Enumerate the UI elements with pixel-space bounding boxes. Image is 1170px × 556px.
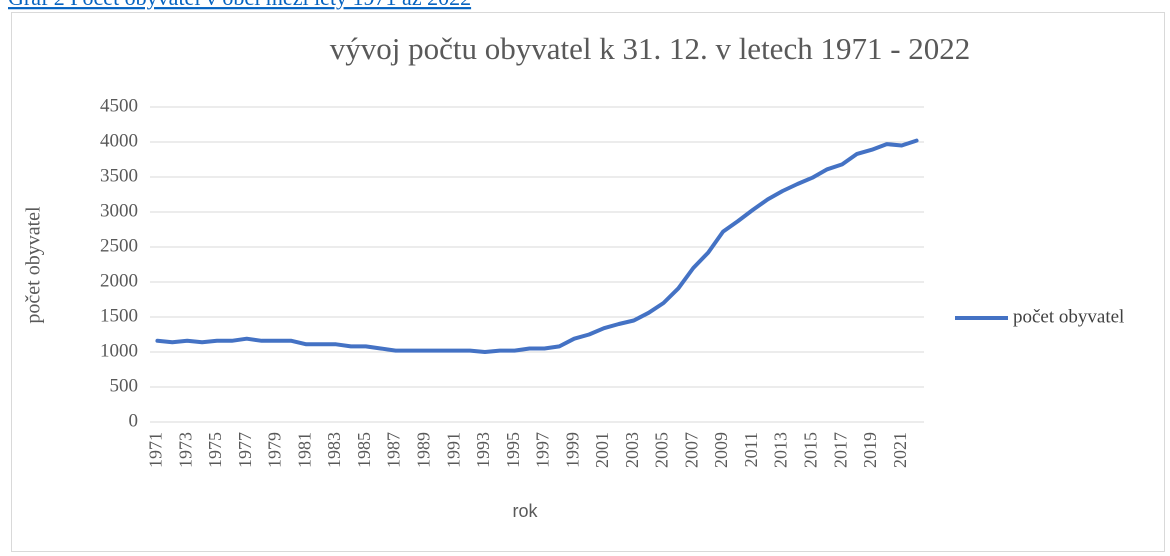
caption-link[interactable]: Graf 2 Počet obyvatel v obci mezi lety 1… bbox=[8, 0, 471, 10]
y-tick-label: 0 bbox=[129, 410, 139, 431]
x-tick-label: 1995 bbox=[503, 432, 523, 468]
x-tick-label: 1981 bbox=[294, 432, 314, 468]
x-tick-label: 1991 bbox=[443, 432, 463, 468]
x-tick-label: 1973 bbox=[175, 432, 195, 468]
chart-title: vývoj počtu obyvatel k 31. 12. v letech … bbox=[330, 31, 971, 66]
x-tick-label: 2003 bbox=[622, 432, 642, 468]
x-tick-label: 1989 bbox=[413, 432, 433, 468]
y-axis-label: počet obyvatel bbox=[23, 206, 45, 324]
y-tick-label: 1500 bbox=[100, 305, 138, 326]
x-tick-label: 2013 bbox=[771, 432, 791, 468]
x-tick-label: 2019 bbox=[860, 432, 880, 468]
y-tick-label: 4000 bbox=[100, 130, 138, 151]
x-tick-label: 1979 bbox=[265, 432, 285, 468]
x-tick-label: 1987 bbox=[384, 432, 404, 468]
x-tick-label: 2015 bbox=[800, 432, 820, 468]
x-tick-label: 2009 bbox=[711, 432, 731, 468]
y-tick-label: 1000 bbox=[100, 340, 138, 361]
x-tick-label: 1993 bbox=[473, 432, 493, 468]
x-tick-label: 2017 bbox=[830, 432, 850, 468]
y-tick-label: 2500 bbox=[100, 235, 138, 256]
y-tick-label: 3500 bbox=[100, 165, 138, 186]
x-tick-label: 2001 bbox=[592, 432, 612, 468]
x-tick-label: 2021 bbox=[890, 432, 910, 468]
x-tick-label: 2007 bbox=[681, 432, 701, 468]
y-tick-label: 500 bbox=[110, 375, 139, 396]
x-tick-label: 1983 bbox=[324, 432, 344, 468]
y-tick-label: 4500 bbox=[100, 95, 138, 116]
x-tick-label: 1971 bbox=[146, 432, 166, 468]
legend-label: počet obyvatel bbox=[1013, 306, 1124, 327]
x-tick-label: 1977 bbox=[235, 432, 255, 468]
x-tick-label: 1997 bbox=[533, 432, 553, 468]
y-tick-label: 3000 bbox=[100, 200, 138, 221]
x-tick-label: 1975 bbox=[205, 432, 225, 468]
data-line bbox=[155, 138, 919, 354]
x-axis-label: rok bbox=[512, 501, 538, 521]
y-tick-label: 2000 bbox=[100, 270, 138, 291]
x-tick-label: 2005 bbox=[652, 432, 672, 468]
x-tick-label: 2011 bbox=[741, 432, 761, 467]
x-tick-label: 1999 bbox=[562, 432, 582, 468]
x-tick-label: 1985 bbox=[354, 432, 374, 468]
